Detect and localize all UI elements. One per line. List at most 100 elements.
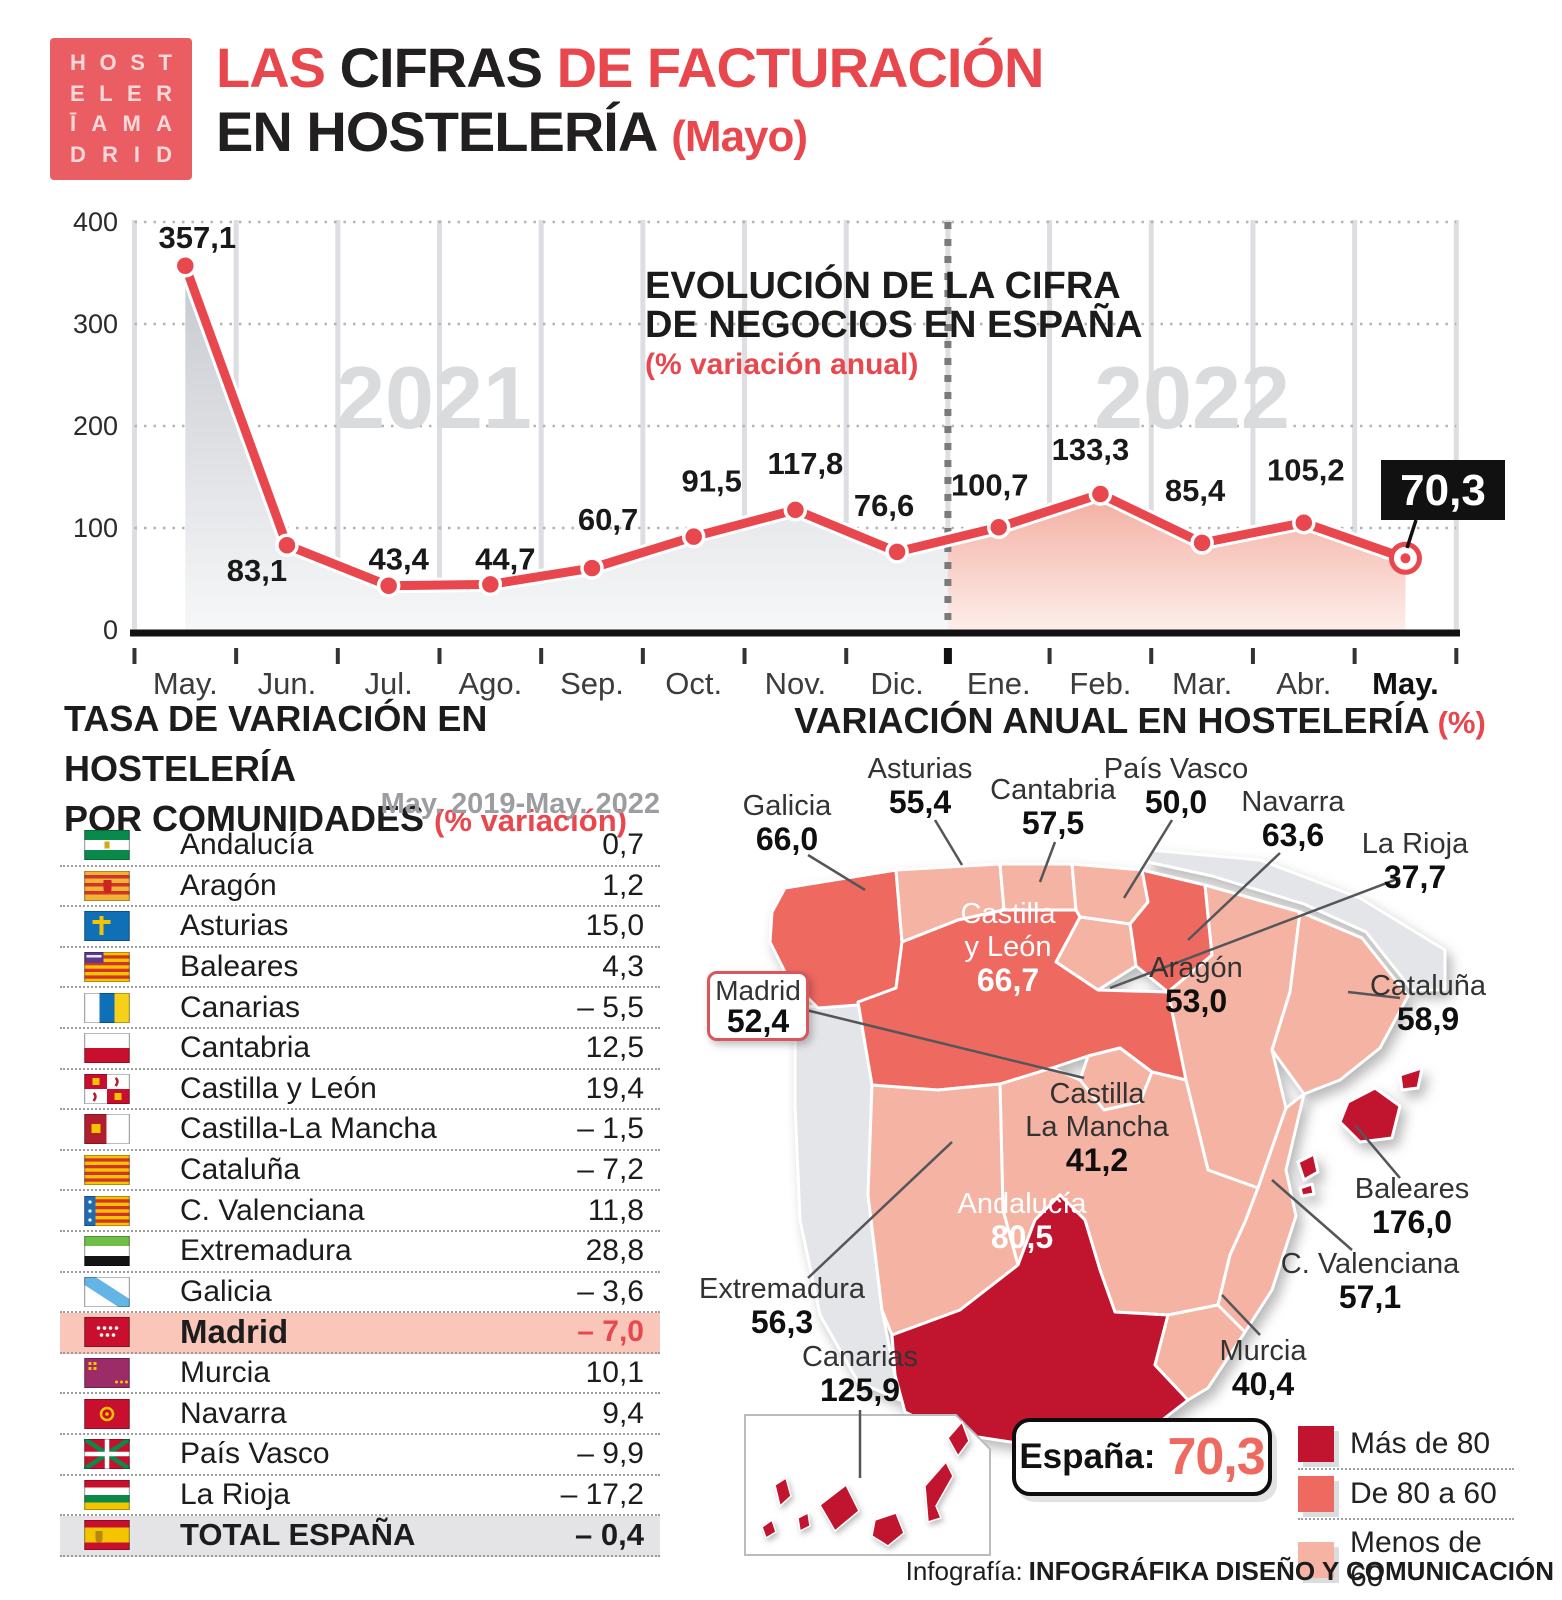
value-label: 60,7 [578, 502, 638, 537]
credits-footer: Infografía: INFOGRÁFIKA DISEÑO Y COMUNICA… [906, 1556, 1554, 1587]
canarias-island [947, 1420, 970, 1458]
canarias-flag-icon [83, 991, 131, 1024]
valenciana-flag-icon [83, 1194, 131, 1227]
map-label-paisvasco: País Vasco 50,0 [1103, 753, 1249, 820]
region-value: – 5,5 [577, 990, 644, 1024]
region-value: 1,2 [602, 868, 644, 902]
data-point [681, 524, 706, 549]
region-value: 11,8 [587, 1193, 644, 1227]
month-label: May. [1372, 666, 1439, 701]
leader-line-asturias [933, 819, 964, 866]
espana-label: España: [1019, 1437, 1156, 1476]
credits-prefix: Infografía: [905, 1556, 1023, 1586]
table-period-header: May. 2019-May. 2022 [380, 788, 660, 820]
legend-swatch-icon [1298, 1426, 1334, 1462]
data-point [1190, 531, 1214, 555]
leader-line-cantabria [1038, 841, 1057, 883]
canarias-island [871, 1512, 905, 1547]
region-name: País Vasco [180, 1437, 330, 1471]
region-name: Asturias [180, 909, 289, 943]
region-value: 9,4 [602, 1396, 644, 1430]
month-label: Jun. [258, 666, 317, 701]
madrid-flag-icon [83, 1316, 131, 1349]
table-row-extremadura: Extremadura 28,8 [60, 1232, 660, 1273]
map-label-extremadura: Extremadura 56,3 [698, 1273, 866, 1340]
value-label: 357,1 [159, 220, 237, 255]
highlight-pointer [1405, 519, 1418, 549]
region-value: – 0,4 [575, 1517, 644, 1553]
region-name: Cataluña [180, 1153, 301, 1187]
data-point [1088, 482, 1113, 506]
month-label: Abr. [1276, 666, 1331, 701]
table-row-galicia: Galicia – 3,6 [60, 1273, 660, 1314]
leader-line-larioja [1109, 876, 1401, 990]
region-name: Castilla y León [180, 1071, 377, 1105]
asturias-flag-icon [83, 910, 131, 943]
map-label-cantabria: Cantabria 57,5 [990, 774, 1116, 841]
baleares-flag-icon [83, 951, 131, 983]
region-value: 10,1 [585, 1356, 644, 1390]
month-label: Ene. [967, 666, 1031, 701]
table-row-navarra: Navarra 9,4 [60, 1394, 660, 1435]
year-watermark-2022: 2022 [1094, 348, 1290, 447]
month-label: May. [153, 666, 218, 701]
title-segment: DE FACTURACIÓN [556, 36, 1045, 99]
month-label: Feb. [1069, 666, 1131, 701]
title-segment: CIFRAS [339, 36, 557, 99]
y-axis-label: 200 [73, 411, 118, 441]
data-point [986, 515, 1011, 540]
value-label: 100,7 [951, 467, 1029, 502]
map-label-cyl: Castilla y León 66,7 [960, 898, 1056, 998]
map-region-france [1146, 848, 1447, 992]
month-label: Nov. [765, 666, 826, 701]
table-row-castillaleon: Castilla y León 19,4 [60, 1070, 660, 1111]
region-name: Castilla-La Mancha [180, 1112, 437, 1146]
region-name: Murcia [180, 1356, 271, 1390]
leader-line-navarra [1187, 852, 1281, 941]
leader-line-valenciana [1271, 1179, 1353, 1251]
legend-swatch-icon [1298, 1476, 1334, 1512]
map-label-andalucia: Andalucía 80,5 [957, 1188, 1087, 1255]
legend-label: Menos de 60 [1350, 1526, 1482, 1593]
region-value: – 17,2 [560, 1477, 644, 1511]
espana-value: 70,3 [1167, 1428, 1265, 1486]
value-label: 43,4 [368, 542, 429, 577]
canarias-island [797, 1511, 811, 1533]
map-region-bal1 [1338, 1086, 1402, 1144]
leader-line-paisvasco [1122, 819, 1174, 899]
table-row-cataluna: Cataluña – 7,2 [60, 1151, 660, 1192]
spain-map [744, 819, 1447, 1556]
region-name: Canarias [180, 990, 301, 1024]
table-row-valenciana: C. Valenciana 11,8 [60, 1191, 660, 1232]
canarias-island [774, 1476, 792, 1508]
table-row-asturias: Asturias 15,0 [60, 907, 660, 948]
month-label: Sep. [560, 666, 624, 701]
madrid-callout-value: 52,4 [726, 1003, 790, 1039]
data-point [885, 540, 909, 564]
year-watermark-2021: 2021 [336, 348, 532, 447]
map-legend: Más de 80 De 80 a 60 Menos de 60 [1298, 1420, 1514, 1600]
region-value: – 3,6 [577, 1274, 644, 1308]
table-row-murcia: Murcia 10,1 [60, 1354, 660, 1395]
value-label: 76,6 [854, 488, 914, 523]
leader-line-galicia [807, 853, 866, 892]
aragon-flag-icon [83, 870, 131, 902]
credits-text: INFOGRÁFIKA DISEÑO Y COMUNICACIÓN [1028, 1556, 1554, 1586]
legend-item: Más de 80 [1298, 1420, 1514, 1468]
highlight-value: 70,3 [1400, 466, 1486, 515]
region-value: – 7,0 [577, 1315, 644, 1349]
region-value: – 9,9 [577, 1437, 644, 1471]
data-point [580, 556, 604, 580]
legend-item: Menos de 60 [1298, 1518, 1514, 1600]
data-point-highlight-center [1400, 553, 1411, 564]
paisvasco-flag-icon [83, 1437, 131, 1472]
region-value: 19,4 [585, 1071, 644, 1105]
value-label: 91,5 [682, 464, 742, 499]
larioja-flag-icon [83, 1479, 131, 1511]
title-line-1: LAS CIFRAS DE FACTURACIÓN [216, 36, 1316, 100]
region-value: 28,8 [585, 1234, 644, 1268]
map-label-murcia: Murcia 40,4 [1219, 1335, 1307, 1402]
